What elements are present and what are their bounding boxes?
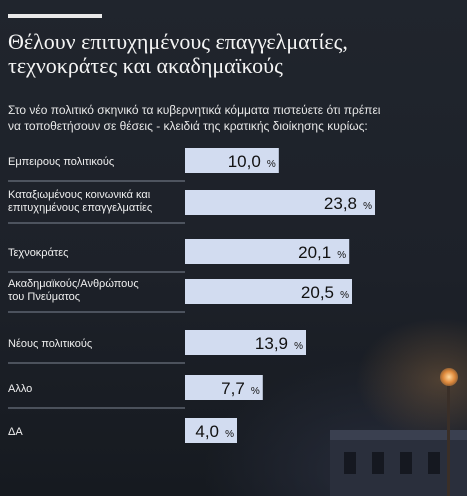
unit-label: % (267, 159, 276, 170)
bar (185, 239, 350, 264)
category-label: Εμπειρους πολιτικούς (8, 156, 114, 168)
value-label: 23,8 (324, 194, 357, 213)
street-lamp-light (440, 368, 458, 386)
building-window (344, 452, 356, 474)
chart-subtitle: Στο νέο πολιτικό σκηνικό τα κυβερνητικά … (8, 102, 460, 134)
bar-row: Τεχνοκράτες 20,1% (8, 239, 350, 273)
bar-row: Εμπειρους πολιτικούς 10,0% (8, 148, 279, 182)
category-label: του Πνεύματος (8, 291, 80, 303)
value-label: 13,9 (255, 334, 288, 353)
category-label: Αλλο (8, 383, 32, 395)
bar-row: ΔΑ 4,0% (8, 418, 237, 443)
unit-label: % (337, 250, 346, 261)
building-window (428, 452, 440, 474)
category-label: Ακαδημαϊκούς/Ανθρώπους (8, 278, 139, 290)
value-label: 10,0 (228, 152, 261, 171)
unit-label: % (225, 429, 234, 440)
value-label: 20,5 (301, 283, 334, 302)
chart-title-line-1: Θέλουν επιτυχημένους επαγγελματίες, (8, 29, 348, 54)
category-label: Τεχνοκράτες (8, 247, 68, 259)
bar (185, 148, 279, 173)
chart-subtitle-line-2: να τοποθετήσουν σε θέσεις - κλειδιά της … (8, 119, 368, 133)
bar-row: Νέους πολιτικούς 13,9% (8, 330, 306, 364)
background-building (330, 430, 467, 496)
value-label: 4,0 (195, 422, 219, 441)
bar (185, 190, 375, 215)
building-window (400, 452, 412, 474)
unit-label: % (294, 341, 303, 352)
value-label: 7,7 (221, 379, 245, 398)
unit-label: % (363, 201, 372, 212)
bar (185, 279, 352, 304)
building-window (372, 452, 384, 474)
value-label: 20,1 (298, 243, 331, 262)
category-label: Νέους πολιτικούς (8, 338, 92, 350)
bar (185, 375, 263, 400)
title-rule (8, 14, 102, 18)
street-lamp-post (447, 384, 450, 496)
chart-title-line-2: τεχνοκράτες και ακαδημαϊκούς (8, 53, 283, 78)
category-label: Καταξιωμένους κοινωνικά και (8, 189, 151, 201)
category-label: ΔΑ (8, 426, 23, 438)
bar (185, 418, 237, 443)
bar-chart: Εμπειρους πολιτικούς 10,0 %Καταξιωμένους κ… (8, 148, 375, 443)
bar (185, 330, 306, 355)
bar-row: Καταξιωμένους κοινωνικά καιεπιτυχημένους… (8, 189, 375, 224)
unit-label: % (251, 386, 260, 397)
category-label: επιτυχημένους επαγγελματίες (8, 202, 152, 214)
building-cornice (330, 430, 467, 440)
unit-label: % (340, 290, 349, 301)
bar-row: Αλλο 7,7% (8, 375, 263, 409)
chart-title: Θέλουν επιτυχημένους επαγγελματίες, τεχν… (8, 30, 448, 78)
chart-subtitle-line-1: Στο νέο πολιτικό σκηνικό τα κυβερνητικά … (8, 103, 381, 117)
